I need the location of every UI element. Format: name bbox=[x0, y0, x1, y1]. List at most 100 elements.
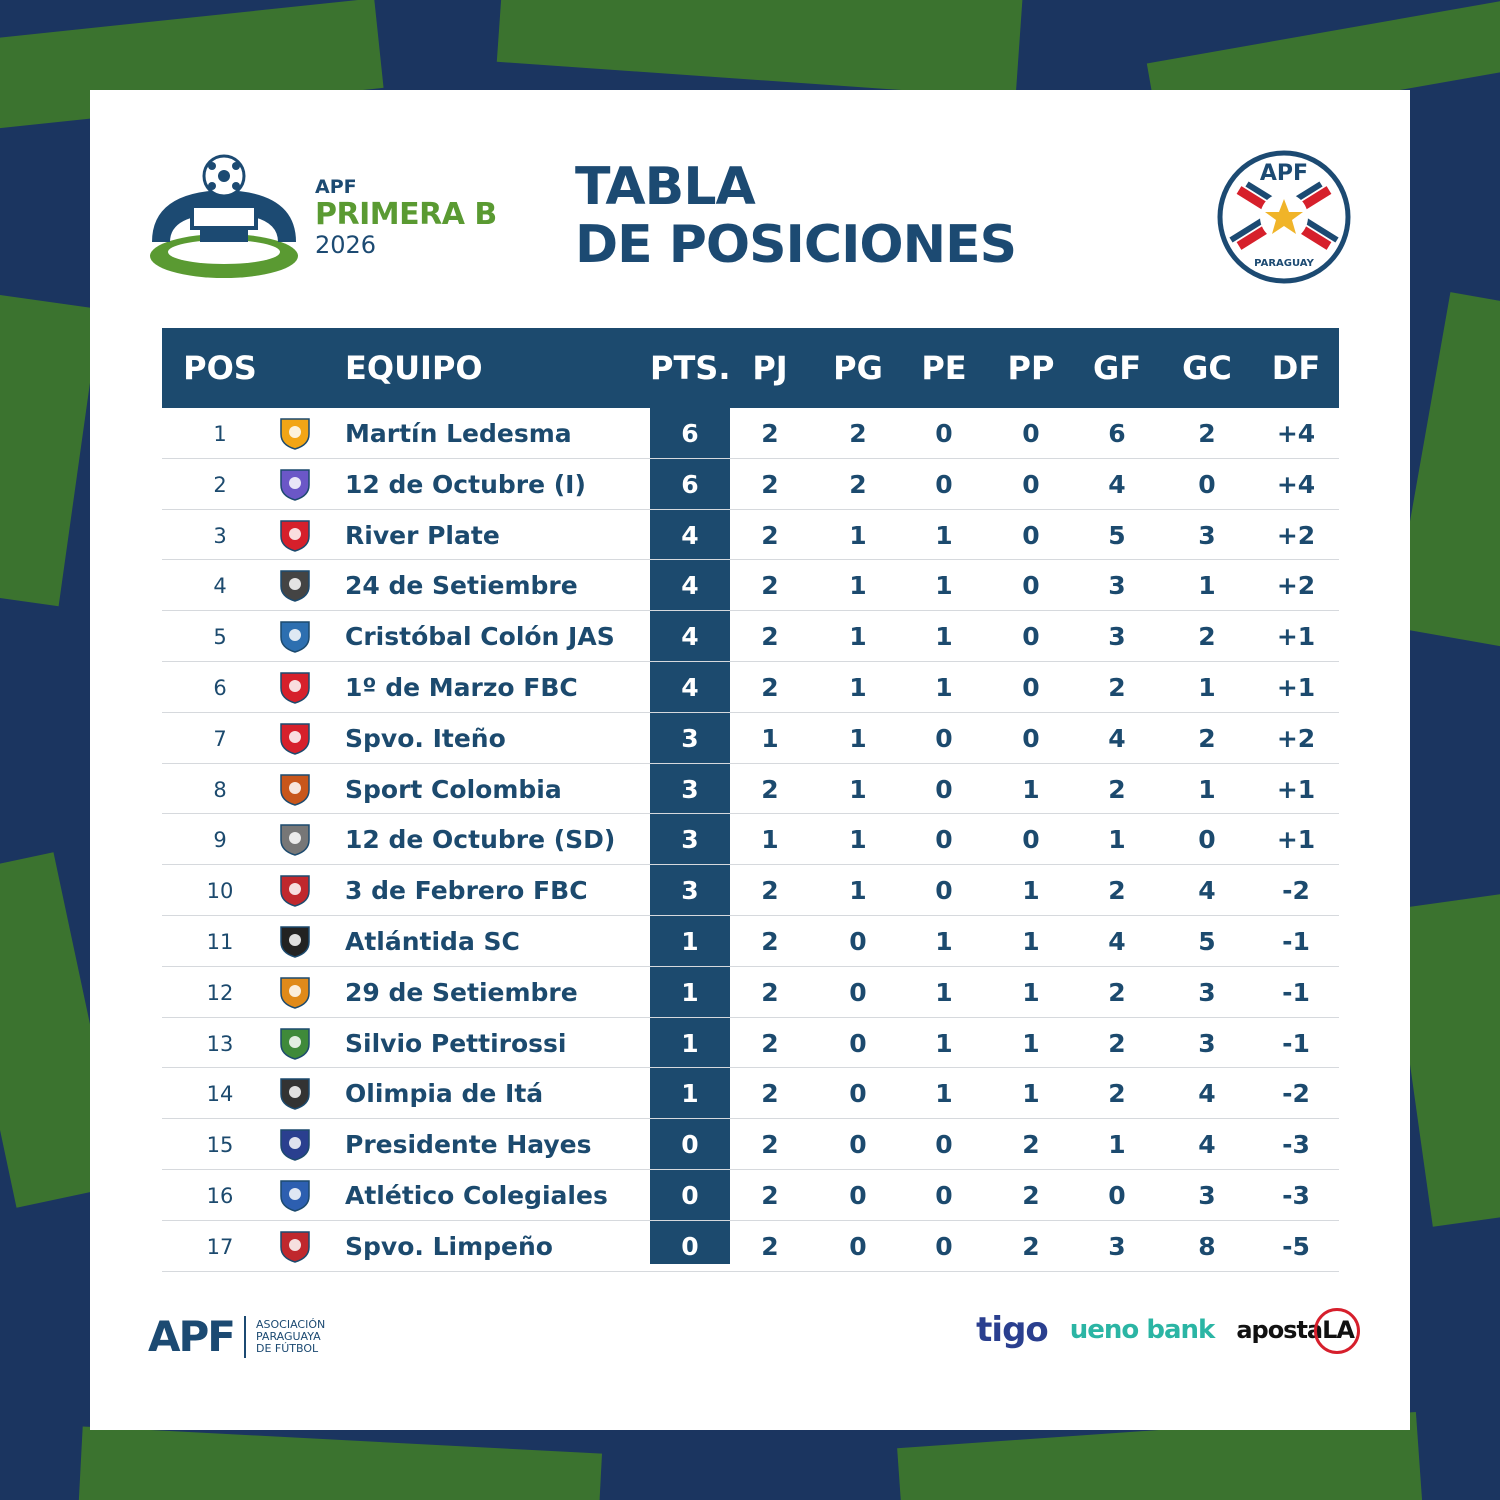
row-df: +2 bbox=[1276, 520, 1316, 550]
row-gf: 0 bbox=[1108, 1180, 1126, 1210]
row-gc: 2 bbox=[1198, 622, 1216, 652]
row-df: -2 bbox=[1282, 876, 1310, 906]
row-pos: 6 bbox=[213, 675, 227, 700]
row-pj: 1 bbox=[761, 825, 779, 855]
row-gf: 2 bbox=[1108, 1028, 1126, 1058]
row-pe: 0 bbox=[935, 723, 953, 753]
silvio-pettirossi-crest-icon bbox=[280, 1027, 310, 1060]
row-pj: 2 bbox=[761, 1130, 779, 1160]
standings-card: APF PRIMERA B 2026 TABLA DE POSICIONES A… bbox=[90, 90, 1410, 1430]
olimpia-de-ita-crest-icon bbox=[280, 1078, 310, 1111]
sponsor-apostala: apostaLA bbox=[1236, 1308, 1360, 1354]
row-team: 3 de Febrero FBC bbox=[345, 876, 588, 906]
apf-divider bbox=[243, 1315, 246, 1358]
row-pj: 2 bbox=[761, 977, 779, 1007]
1-de-marzo-crest-icon bbox=[280, 672, 310, 704]
row-pe: 0 bbox=[935, 825, 953, 855]
atlantida-crest-icon bbox=[280, 926, 310, 958]
24-de-setiembre-crest-icon bbox=[280, 570, 310, 603]
col-pts: PTS. bbox=[650, 349, 731, 387]
row-pts: 4 bbox=[681, 571, 699, 601]
row-pg: 1 bbox=[849, 723, 867, 753]
row-pj: 2 bbox=[761, 520, 779, 550]
row-pts: 4 bbox=[681, 672, 699, 702]
row-team: Sport Colombia bbox=[345, 774, 562, 804]
row-df: -3 bbox=[1282, 1180, 1310, 1210]
row-team: Olimpia de Itá bbox=[345, 1079, 544, 1109]
row-team: Presidente Hayes bbox=[345, 1130, 592, 1160]
row-pp: 0 bbox=[1022, 419, 1040, 448]
row-pts: 1 bbox=[681, 1028, 699, 1058]
row-pg: 0 bbox=[849, 1079, 867, 1109]
row-team: Atlántida SC bbox=[345, 926, 520, 956]
row-df: +1 bbox=[1276, 825, 1316, 855]
col-pp: PP bbox=[1007, 349, 1055, 387]
row-gc: 0 bbox=[1198, 469, 1216, 499]
row-pp: 0 bbox=[1022, 622, 1040, 652]
row-pp: 1 bbox=[1022, 774, 1040, 804]
row-pe: 1 bbox=[935, 672, 953, 702]
apf-footer-logo: APF ASOCIACIÓN PARAGUAYA DE FÚTBOL bbox=[148, 1312, 346, 1361]
row-pj: 2 bbox=[761, 1231, 779, 1261]
row-df: +4 bbox=[1276, 469, 1316, 499]
row-df: -1 bbox=[1282, 977, 1310, 1007]
row-pts: 1 bbox=[681, 977, 699, 1007]
12-de-octubre-sd-crest-icon bbox=[280, 824, 310, 857]
row-gf: 3 bbox=[1108, 571, 1126, 601]
col-gf: GF bbox=[1092, 349, 1142, 387]
row-pj: 2 bbox=[761, 419, 779, 448]
col-pj: PJ bbox=[752, 349, 788, 387]
table-row: 16 Atlético Colegiales 0 2 0 0 2 0 3 -3 bbox=[162, 1170, 1339, 1221]
table-row: 4 24 de Setiembre 4 2 1 1 0 3 1 +2 bbox=[162, 560, 1339, 612]
row-gf: 4 bbox=[1108, 926, 1126, 956]
row-pts: 3 bbox=[681, 723, 699, 753]
row-pe: 1 bbox=[935, 1028, 953, 1058]
row-gc: 3 bbox=[1198, 1028, 1216, 1058]
row-pe: 1 bbox=[935, 520, 953, 550]
row-pj: 2 bbox=[761, 571, 779, 601]
row-pe: 1 bbox=[935, 977, 953, 1007]
row-pts: 1 bbox=[681, 1079, 699, 1109]
row-df: +1 bbox=[1276, 672, 1316, 702]
cristobal-colon-crest-icon bbox=[280, 621, 310, 653]
badge-text-bottom: PARAGUAY bbox=[1254, 258, 1314, 269]
row-pg: 0 bbox=[849, 1130, 867, 1160]
row-pts: 3 bbox=[681, 825, 699, 855]
row-pos: 11 bbox=[206, 929, 234, 954]
apf-fullname-line2: PARAGUAYA bbox=[255, 1329, 321, 1343]
row-pj: 1 bbox=[761, 723, 779, 753]
row-pe: 1 bbox=[935, 622, 953, 652]
row-gc: 1 bbox=[1198, 571, 1216, 601]
row-pp: 0 bbox=[1022, 723, 1040, 753]
badge-text-top: APF bbox=[1260, 161, 1308, 186]
row-pg: 1 bbox=[849, 571, 867, 601]
row-pos: 1 bbox=[213, 422, 227, 446]
row-pe: 0 bbox=[935, 1130, 953, 1160]
row-gc: 0 bbox=[1198, 825, 1216, 855]
row-pe: 1 bbox=[935, 1079, 953, 1109]
table-row: 14 Olimpia de Itá 1 2 0 1 1 2 4 -2 bbox=[162, 1068, 1339, 1120]
row-pj: 2 bbox=[761, 1180, 779, 1210]
table-row: 17 Spvo. Limpeño 0 2 0 0 2 3 8 -5 bbox=[162, 1221, 1339, 1272]
row-pts: 1 bbox=[681, 926, 699, 956]
row-pp: 0 bbox=[1022, 672, 1040, 702]
3-de-febrero-crest-icon bbox=[280, 875, 310, 907]
apf-paraguay-badge: APF PARAGUAY bbox=[1217, 150, 1351, 284]
table-row: 2 12 de Octubre (I) 6 2 2 0 0 4 0 +4 bbox=[162, 459, 1339, 510]
row-pj: 2 bbox=[761, 774, 779, 804]
row-pe: 0 bbox=[935, 774, 953, 804]
row-gf: 5 bbox=[1108, 520, 1126, 550]
table-row: 7 Spvo. Iteño 3 1 1 0 0 4 2 +2 bbox=[162, 713, 1339, 764]
river-plate-crest-icon bbox=[280, 519, 310, 552]
league-org: APF bbox=[315, 176, 357, 198]
row-pos: 17 bbox=[206, 1234, 234, 1259]
row-pts: 3 bbox=[681, 774, 699, 804]
row-gf: 2 bbox=[1108, 977, 1126, 1007]
row-gf: 2 bbox=[1108, 774, 1126, 804]
row-pj: 2 bbox=[761, 1028, 779, 1058]
table-row: 13 Silvio Pettirossi 1 2 0 1 1 2 3 -1 bbox=[162, 1018, 1339, 1069]
12-de-octubre-i-crest-icon bbox=[280, 469, 310, 501]
row-pts: 0 bbox=[681, 1180, 699, 1210]
apf-fullname-line3: DE FÚTBOL bbox=[255, 1341, 319, 1355]
row-pj: 2 bbox=[761, 876, 779, 906]
